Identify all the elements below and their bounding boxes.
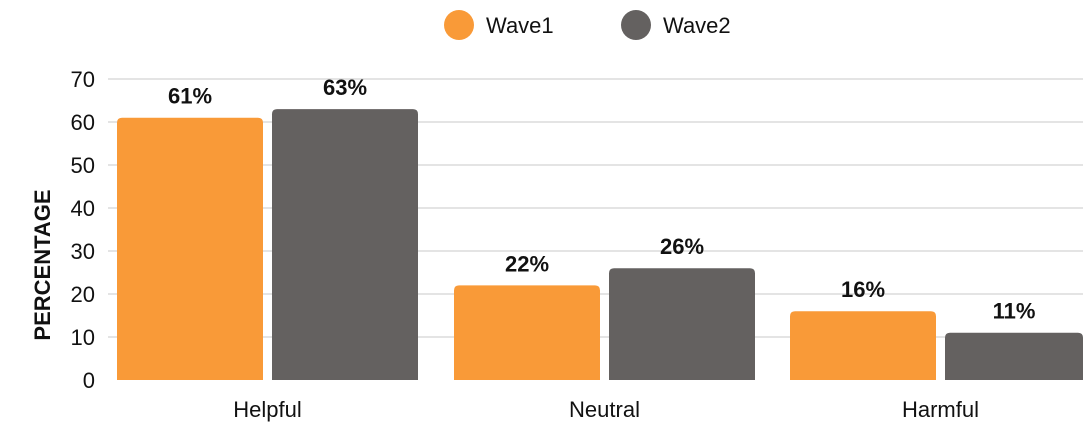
bar-wave2-harmful bbox=[945, 333, 1083, 380]
x-axis: Helpful Neutral Harmful bbox=[233, 397, 979, 422]
bar-wave2-helpful bbox=[272, 109, 418, 380]
data-label-wave1-helpful: 61% bbox=[168, 84, 212, 109]
y-tick-label: 60 bbox=[71, 110, 95, 135]
y-tick-label: 20 bbox=[71, 282, 95, 307]
bar-wave1-harmful bbox=[790, 311, 936, 380]
y-tick-label: 40 bbox=[71, 196, 95, 221]
y-tick-label: 0 bbox=[83, 368, 95, 393]
data-label-wave2-neutral: 26% bbox=[660, 234, 704, 259]
legend-label-wave2: Wave2 bbox=[663, 13, 731, 38]
data-label-wave2-harmful: 11% bbox=[993, 299, 1036, 324]
legend-swatch-wave1 bbox=[444, 10, 474, 40]
y-tick-label: 70 bbox=[71, 67, 95, 92]
y-tick-label: 50 bbox=[71, 153, 95, 178]
y-tick-label: 10 bbox=[71, 325, 95, 350]
data-label-wave2-helpful: 63% bbox=[323, 75, 367, 100]
x-tick-label-neutral: Neutral bbox=[569, 397, 640, 422]
data-label-wave1-neutral: 22% bbox=[505, 251, 549, 276]
legend-swatch-wave2 bbox=[621, 10, 651, 40]
y-axis: 0 10 20 30 40 50 60 70 bbox=[71, 67, 95, 393]
legend-label-wave1: Wave1 bbox=[486, 13, 554, 38]
bar-wave1-helpful bbox=[117, 118, 263, 380]
x-tick-label-helpful: Helpful bbox=[233, 397, 301, 422]
x-tick-label-harmful: Harmful bbox=[902, 397, 979, 422]
y-axis-title: PERCENTAGE bbox=[30, 189, 55, 340]
legend: Wave1 Wave2 bbox=[444, 10, 731, 40]
y-tick-label: 30 bbox=[71, 239, 95, 264]
bar-wave1-neutral bbox=[454, 285, 600, 380]
bars bbox=[117, 109, 1083, 380]
data-label-wave1-harmful: 16% bbox=[841, 277, 885, 302]
bar-wave2-neutral bbox=[609, 268, 755, 380]
